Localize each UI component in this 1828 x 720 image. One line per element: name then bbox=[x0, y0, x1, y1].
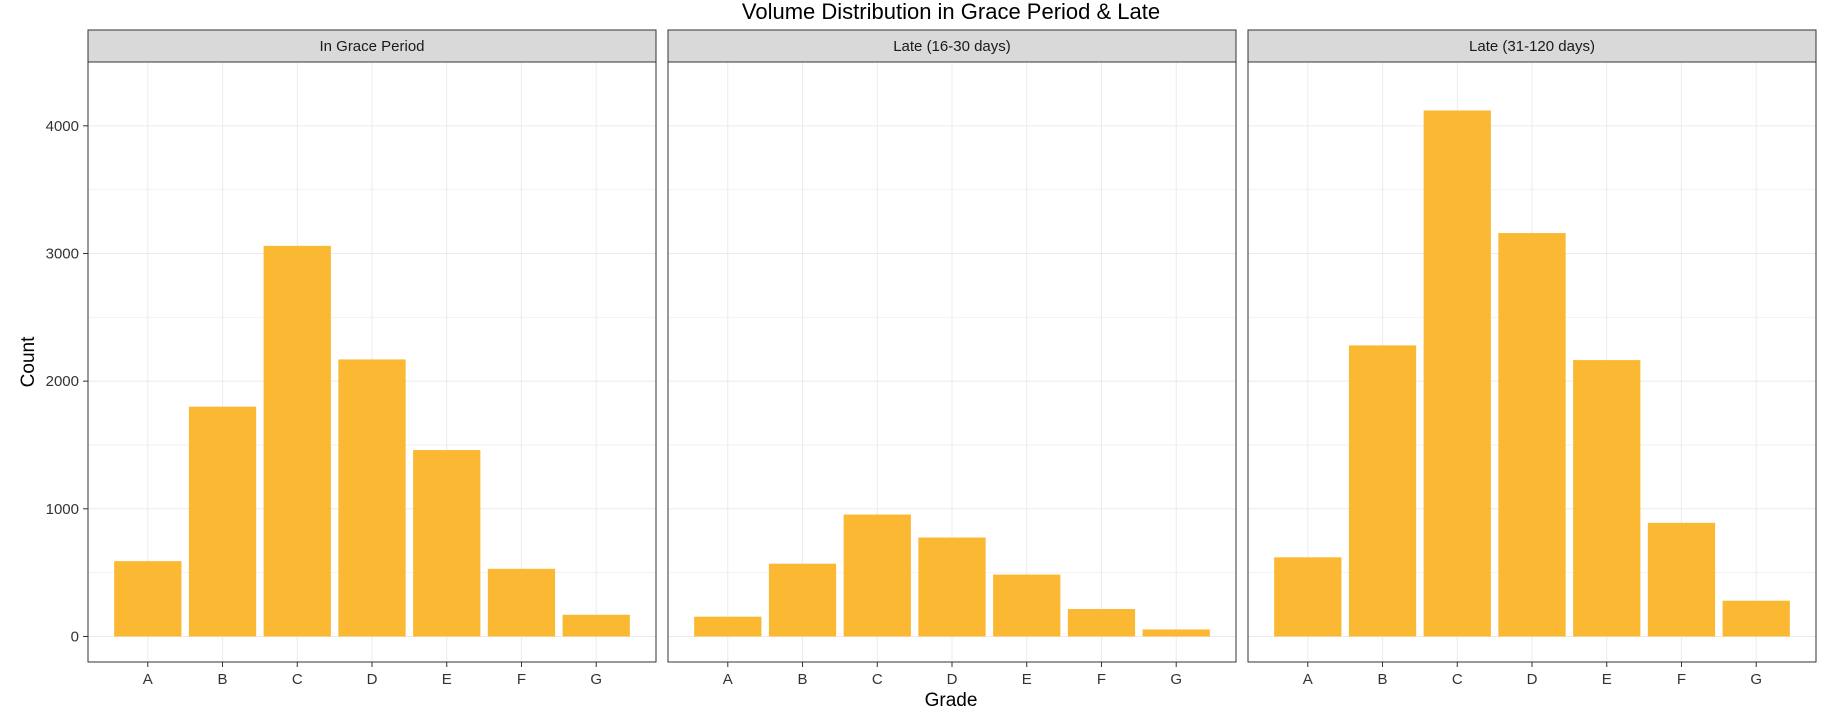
x-axis-title: Grade bbox=[925, 690, 978, 711]
facet-strip-label: In Grace Period bbox=[319, 38, 424, 55]
y-axis-title: Count bbox=[18, 336, 39, 387]
y-tick-label: 4000 bbox=[46, 118, 79, 135]
facet-panel: In Grace Period A B C D E F G bbox=[87, 29, 657, 688]
y-axis: 0 1000 2000 3000 4000 bbox=[46, 118, 88, 645]
bar-d bbox=[918, 537, 986, 637]
y-tick-label: 0 bbox=[71, 628, 79, 645]
bar-g bbox=[1722, 600, 1790, 637]
panels: In Grace Period A B C D E F G Late (16-30 days) A… bbox=[87, 29, 1817, 688]
x-tick-label: D bbox=[367, 671, 378, 688]
bar-g bbox=[562, 614, 630, 637]
bar-f bbox=[1647, 522, 1716, 637]
x-tick-label: G bbox=[1750, 671, 1762, 688]
x-tick-label: G bbox=[590, 671, 602, 688]
bar-g bbox=[1142, 629, 1210, 637]
bar-a bbox=[1274, 557, 1342, 637]
x-tick-label: B bbox=[218, 671, 228, 688]
x-tick-label: E bbox=[442, 671, 452, 688]
x-tick-label: F bbox=[1097, 671, 1106, 688]
x-tick-label: C bbox=[872, 671, 883, 688]
x-tick-label: E bbox=[1602, 671, 1612, 688]
bar-f bbox=[487, 568, 556, 637]
x-tick-label: A bbox=[143, 671, 153, 688]
bar-f bbox=[1067, 609, 1136, 637]
bar-d bbox=[338, 359, 406, 637]
chart-title: Volume Distribution in Grace Period & La… bbox=[742, 0, 1160, 24]
facet-strip bbox=[87, 29, 657, 63]
bar-e bbox=[1573, 360, 1641, 637]
x-tick-label: A bbox=[723, 671, 733, 688]
x-tick-label: B bbox=[798, 671, 808, 688]
y-tick-label: 3000 bbox=[46, 245, 79, 262]
facet-strip-label: Late (31-120 days) bbox=[1469, 38, 1595, 55]
y-tick-label: 2000 bbox=[46, 373, 79, 390]
facet-strip-label: Late (16-30 days) bbox=[893, 38, 1011, 55]
bar-b bbox=[1348, 345, 1417, 637]
x-tick-label: F bbox=[1677, 671, 1686, 688]
bar-a bbox=[694, 616, 762, 637]
bar-c bbox=[843, 514, 911, 637]
bar-e bbox=[993, 574, 1061, 637]
x-tick-label: F bbox=[517, 671, 526, 688]
x-tick-label: B bbox=[1378, 671, 1388, 688]
x-tick-label: D bbox=[947, 671, 958, 688]
x-tick-label: D bbox=[1527, 671, 1538, 688]
facet-panel: Late (31-120 days) A B C D E F G bbox=[1247, 29, 1817, 688]
bar-c bbox=[1423, 110, 1491, 637]
bar-e bbox=[413, 450, 481, 637]
bar-a bbox=[114, 561, 182, 637]
x-tick-label: C bbox=[292, 671, 303, 688]
x-tick-label: G bbox=[1170, 671, 1182, 688]
facet-panel: Late (16-30 days) A B C D E F G bbox=[667, 29, 1237, 688]
bar-c bbox=[263, 245, 331, 637]
bar-b bbox=[188, 406, 257, 637]
bar-d bbox=[1498, 233, 1566, 637]
y-tick-label: 1000 bbox=[46, 501, 79, 518]
bar-b bbox=[768, 563, 837, 637]
x-tick-label: E bbox=[1022, 671, 1032, 688]
x-tick-label: C bbox=[1452, 671, 1463, 688]
x-tick-label: A bbox=[1303, 671, 1313, 688]
